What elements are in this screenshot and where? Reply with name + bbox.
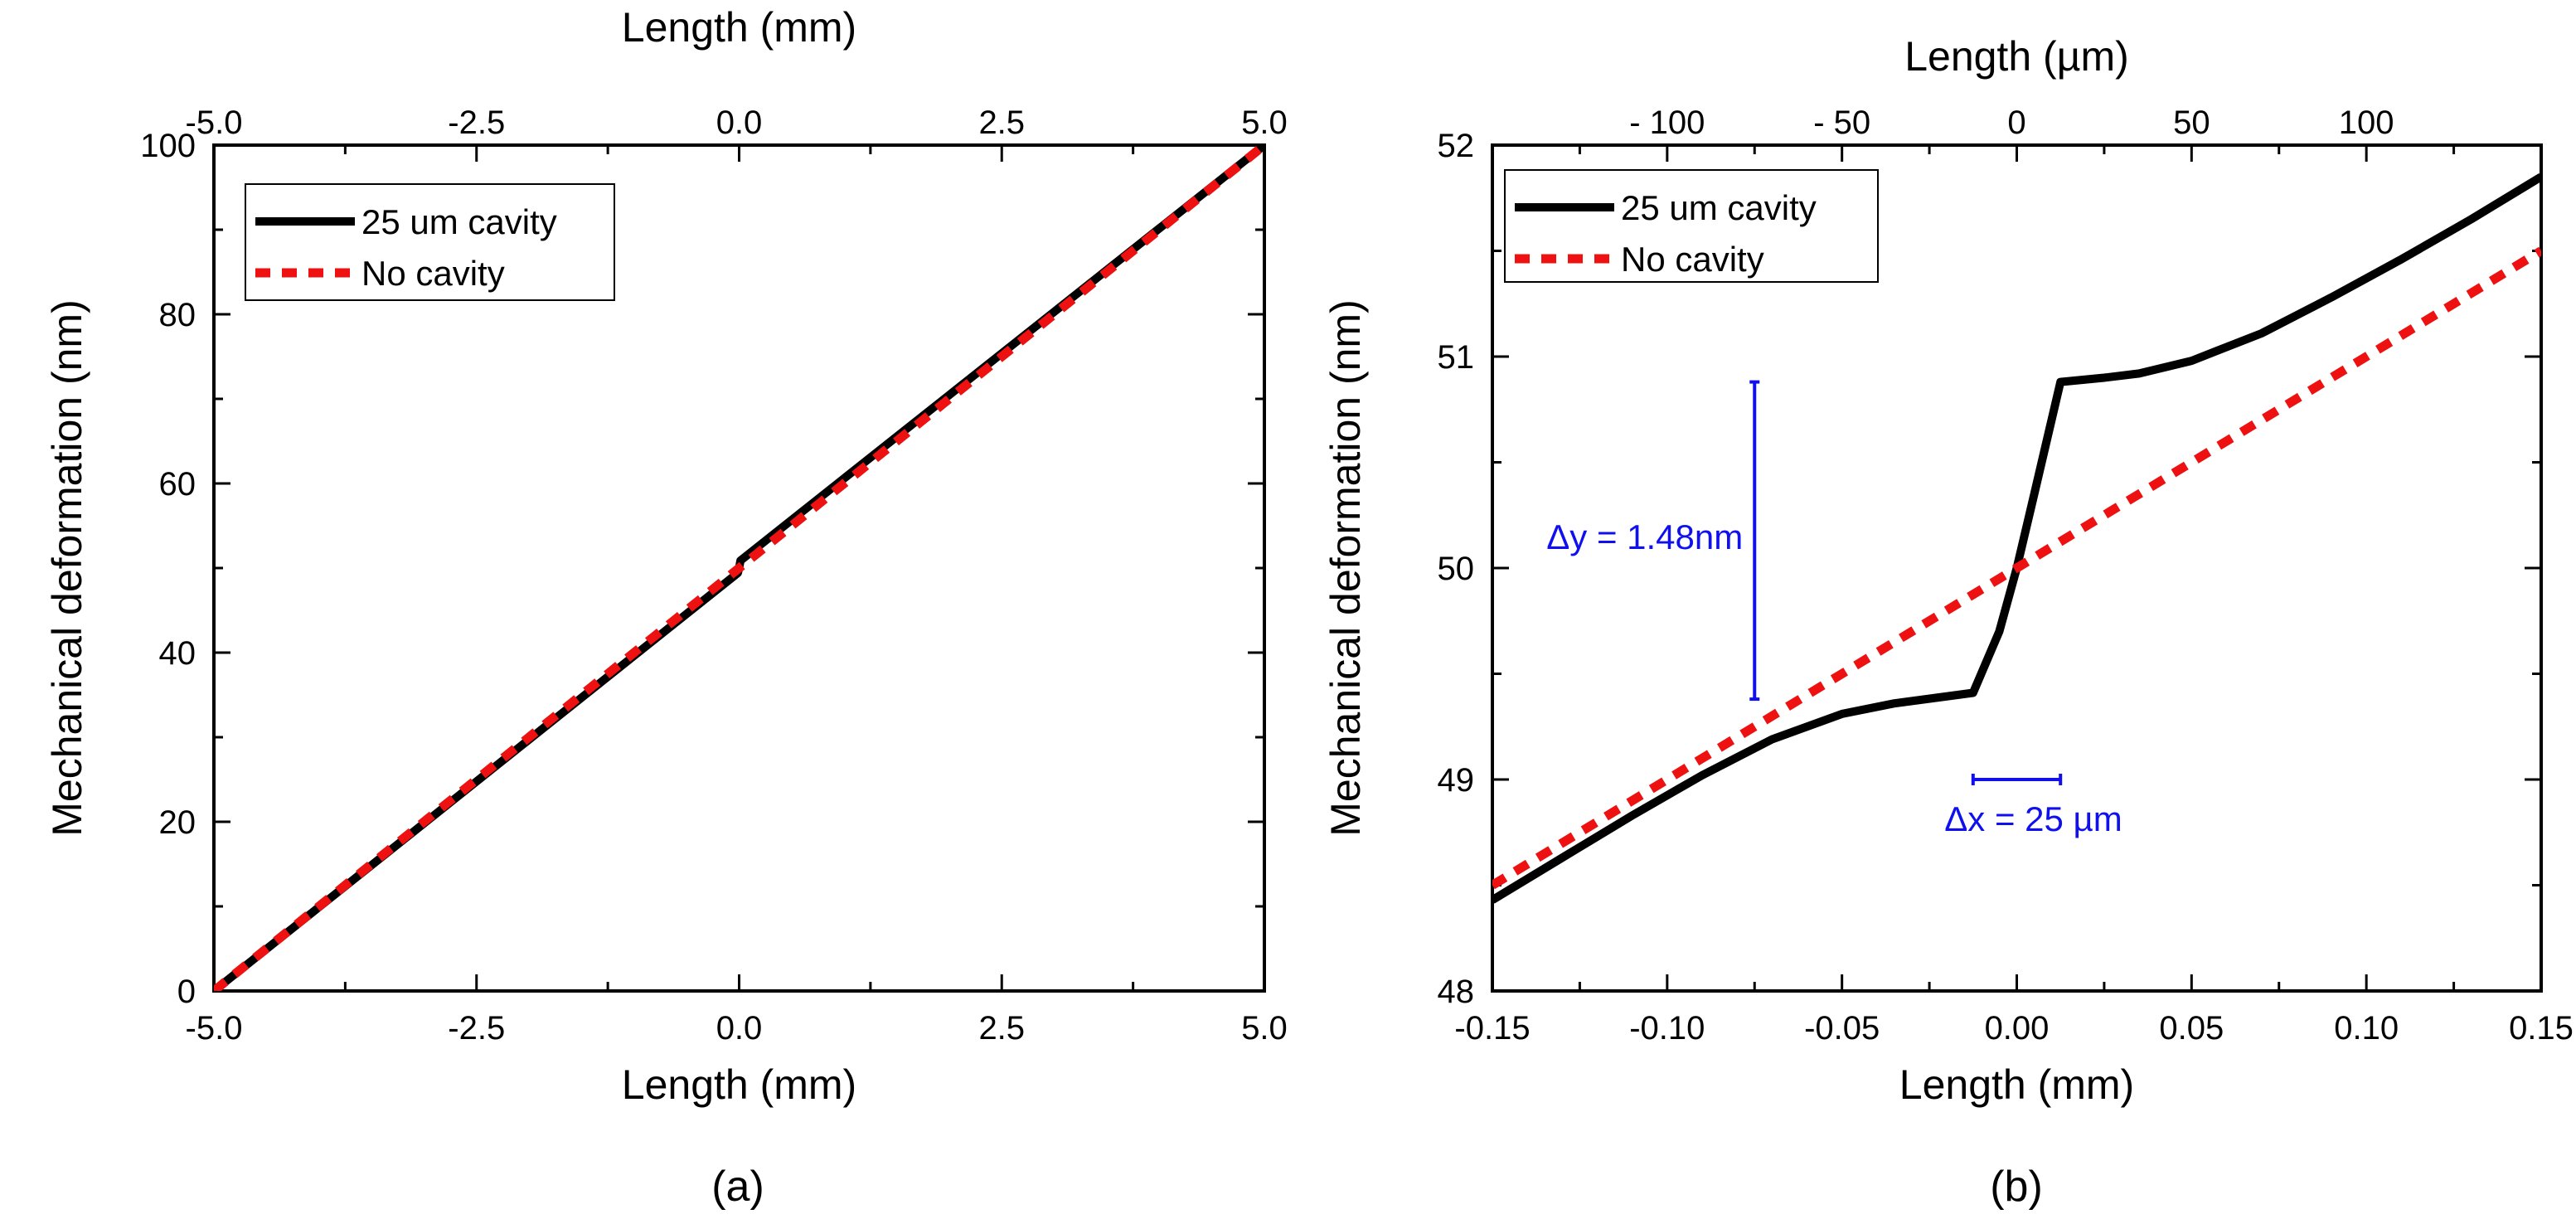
- x-axis-title: Length (mm): [622, 1061, 856, 1108]
- x-tick-label: -0.15: [1454, 1010, 1530, 1047]
- y-tick-label: 50: [1438, 551, 1475, 587]
- x-tick-label: -0.05: [1804, 1010, 1880, 1047]
- x-tick-label: -5.0: [186, 1010, 243, 1047]
- y-tick-label: 0: [177, 974, 196, 1010]
- x-axis-title: Length (mm): [1899, 1061, 2134, 1108]
- series-group: [214, 145, 1264, 991]
- x-tick-label: -0.10: [1629, 1010, 1705, 1047]
- x2-tick-label: 50: [2173, 104, 2210, 141]
- x2-tick-label: -2.5: [448, 104, 505, 141]
- panel-label: (b): [1990, 1163, 2043, 1211]
- x-tick-label: 0.00: [1985, 1010, 2050, 1047]
- series-group: [1492, 172, 2541, 904]
- x2-tick-label: 2.5: [978, 104, 1025, 141]
- x-tick-label: -2.5: [448, 1010, 505, 1047]
- legend-label: 25 um cavity: [1621, 188, 1817, 227]
- y-tick-label: 80: [159, 297, 196, 333]
- x2-tick-label: 0: [2007, 104, 2025, 141]
- x2-tick-label: - 50: [1813, 104, 1870, 141]
- legend-label: No cavity: [361, 254, 505, 293]
- chart-panel-a: -5.0 -2.5 0.0 2.5 5.0 -5.0 -2.5 0.0 2.5 5.0 0 20 40 6…: [44, 4, 1288, 1211]
- x-tick-label: 2.5: [978, 1010, 1025, 1047]
- series-line-no-cavity: [214, 145, 1264, 991]
- x-tick-label: 0.05: [2159, 1010, 2224, 1047]
- x2-tick-label: 0.0: [716, 104, 763, 141]
- series-line-no-cavity: [1492, 246, 2541, 890]
- y-tick-label: 60: [159, 466, 196, 503]
- x2-tick-label: 5.0: [1241, 104, 1288, 141]
- x-tick-label: 0.10: [2334, 1010, 2399, 1047]
- x2-tick-label: - 100: [1629, 104, 1705, 141]
- x2-axis-title: Length (µm): [1904, 33, 2129, 80]
- y-tick-label: 40: [159, 635, 196, 672]
- y-axis-title: Mechanical deformation (nm): [44, 299, 90, 837]
- legend-box: [1504, 169, 1879, 283]
- y-tick-label: 100: [140, 128, 196, 164]
- legend-label: No cavity: [1621, 240, 1764, 279]
- x2-axis-title: Length (mm): [622, 4, 856, 51]
- chart-panel-b: -0.15 -0.10 -0.05 0.00 0.05 0.10 0.15 - 100 - 50…: [1322, 33, 2574, 1211]
- delta-y-label: Δy = 1.48nm: [1546, 517, 1743, 556]
- y-axis-title: Mechanical deformation (nm): [1322, 299, 1369, 837]
- series-line-25um-cavity: [1492, 172, 2541, 904]
- x2-tick-label: 100: [2339, 104, 2394, 141]
- x-tick-label: 5.0: [1241, 1010, 1288, 1047]
- y-tick-label: 48: [1438, 974, 1475, 1010]
- y-tick-label: 49: [1438, 762, 1475, 799]
- legend-box: [245, 183, 615, 301]
- y-tick-label: 20: [159, 804, 196, 841]
- x2-tick-label: -5.0: [186, 104, 243, 141]
- legend-label: 25 um cavity: [361, 202, 557, 241]
- x-tick-label: 0.0: [716, 1010, 763, 1047]
- y-tick-label: 51: [1438, 339, 1475, 376]
- panel-label: (a): [711, 1163, 764, 1211]
- delta-x-label: Δx = 25 µm: [1944, 799, 2122, 838]
- x-tick-label: 0.15: [2509, 1010, 2574, 1047]
- y-tick-label: 52: [1438, 128, 1475, 164]
